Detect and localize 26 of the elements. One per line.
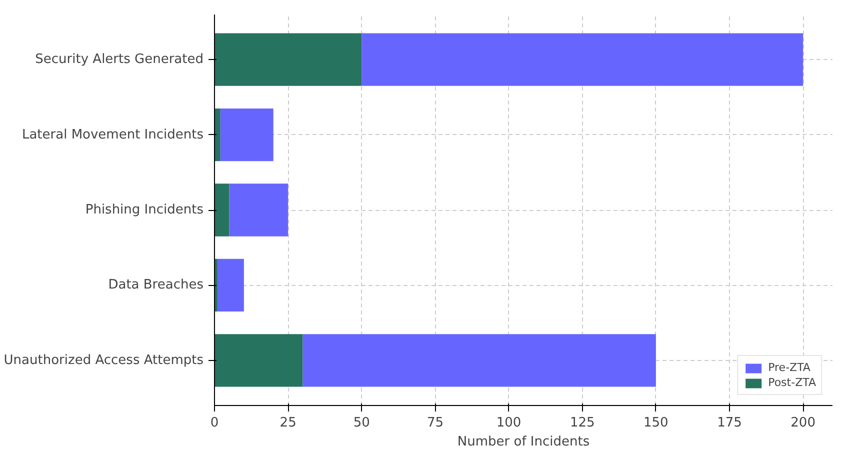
bar: [214, 108, 220, 162]
x-tick-label: 50: [353, 416, 370, 430]
bar: [302, 334, 656, 387]
x-tick-label: 0: [210, 416, 219, 430]
y-tick-label: Data Breaches: [108, 278, 204, 293]
y-tick-label: Lateral Movement Incidents: [22, 127, 204, 142]
y-tick-label: Phishing Incidents: [85, 202, 204, 218]
bar: [362, 33, 804, 86]
bar: [217, 258, 244, 312]
legend-label: Pre-ZTA: [768, 361, 810, 374]
legend-label: Post-ZTA: [768, 376, 816, 389]
y-tick-label: Security Alerts Generated: [35, 52, 204, 68]
x-tick-label: 150: [644, 416, 668, 430]
x-tick-label: 25: [280, 416, 296, 430]
x-tick-label: 100: [496, 416, 522, 430]
bar: [214, 184, 230, 236]
bar: [214, 33, 362, 86]
x-tick-label: 200: [790, 416, 816, 430]
y-tick-label: Unauthorized Access Attempts: [4, 352, 204, 368]
x-tick-label: 125: [570, 416, 595, 430]
bar: [214, 334, 303, 387]
x-tick-label: 75: [426, 416, 444, 430]
x-axis-title: Number of Incidents: [457, 434, 590, 450]
x-tick-label: 175: [717, 416, 742, 430]
bar: [229, 184, 288, 236]
bar: [220, 108, 274, 162]
